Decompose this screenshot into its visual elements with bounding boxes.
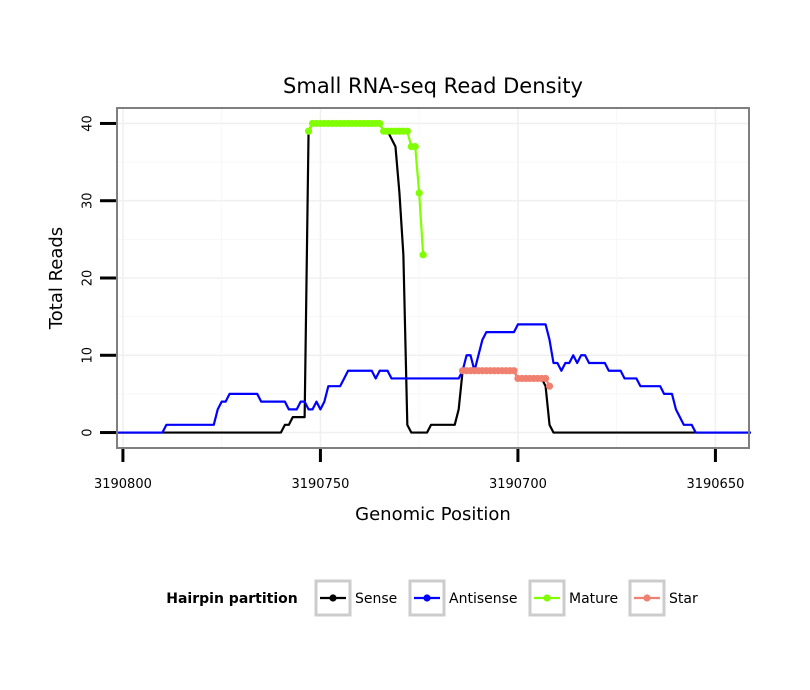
y-axis-title: Total Reads <box>46 227 67 330</box>
data-point-mature <box>415 189 423 197</box>
legend-label: Sense <box>355 591 397 607</box>
legend-label: Mature <box>569 591 618 607</box>
series-star <box>459 367 554 390</box>
data-point-star <box>541 374 550 383</box>
legend-item-antisense: Antisense <box>408 579 518 617</box>
legend-key-point <box>643 594 651 602</box>
y-tick-label: 20 <box>81 270 96 287</box>
y-tick-label: 40 <box>81 115 96 132</box>
data-point-mature <box>304 127 313 135</box>
legend-item-mature: Mature <box>528 579 618 617</box>
series-line-antisense <box>115 323 751 434</box>
data-point-mature <box>376 119 384 128</box>
data-point-mature <box>411 143 419 151</box>
x-tick-label: 3190700 <box>489 477 547 492</box>
plot-border <box>116 107 750 449</box>
grid <box>117 108 749 448</box>
data-point-mature <box>403 127 411 135</box>
legend-key-point <box>423 594 431 602</box>
data-point-mature <box>419 251 427 259</box>
data-point-star <box>545 382 554 390</box>
data-point-star <box>510 367 518 375</box>
series-mature <box>304 119 427 259</box>
x-axis-title: Genomic Position <box>355 504 511 525</box>
legend-label: Star <box>669 591 698 607</box>
x-tick-label: 3190800 <box>94 477 152 492</box>
x-tick-label: 3190750 <box>291 477 349 492</box>
y-axis: 0 10 20 30 40 <box>80 115 116 437</box>
x-tick-label: 3190650 <box>686 477 744 492</box>
legend: Hairpin partition Sense Antisense Mature St… <box>166 579 698 617</box>
x-axis: 3190800 3190750 3190700 3190650 <box>94 449 744 492</box>
legend-item-star: Star <box>628 579 698 617</box>
legend-item-sense: Sense <box>314 579 397 617</box>
series-antisense <box>115 323 751 434</box>
legend-title: Hairpin partition <box>166 591 297 607</box>
chart-title: Small RNA-seq Read Density <box>283 74 583 98</box>
series-layer <box>115 119 751 434</box>
y-tick-label: 0 <box>80 428 95 436</box>
y-tick-label: 30 <box>80 192 95 209</box>
legend-label: Antisense <box>449 591 518 607</box>
legend-key-point <box>543 594 551 602</box>
y-tick-label: 10 <box>81 347 96 364</box>
legend-key-point <box>329 594 337 602</box>
